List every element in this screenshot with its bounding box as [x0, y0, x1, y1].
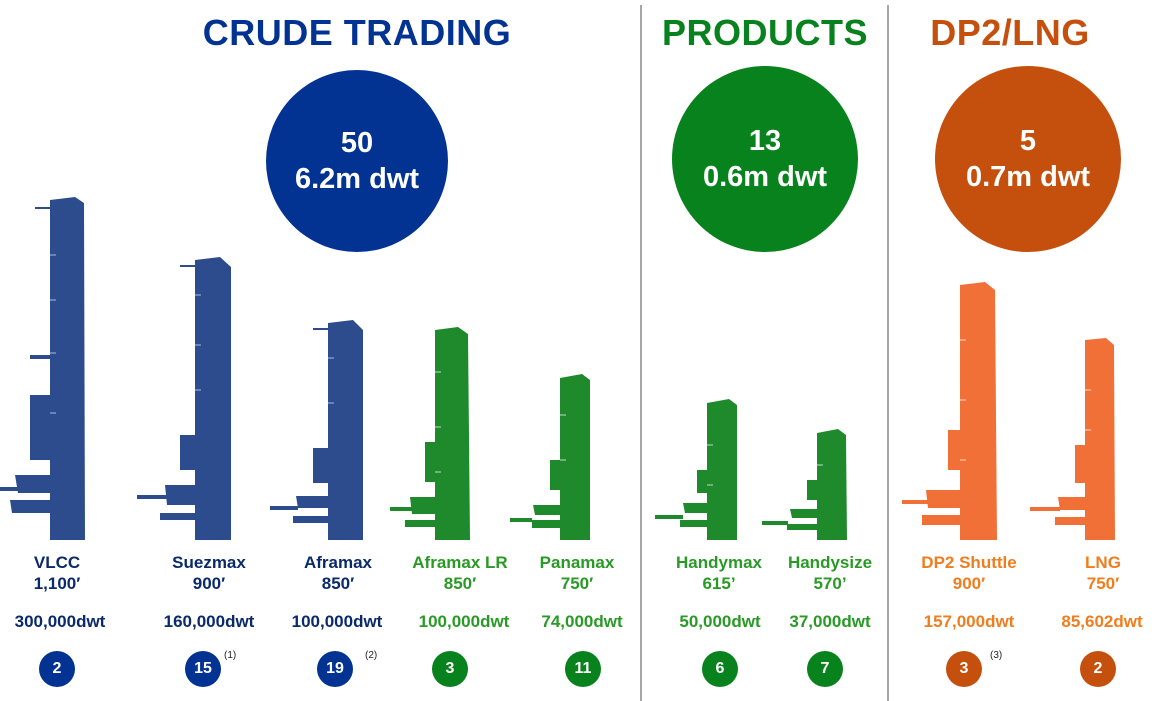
vlcc-ship-icon — [0, 197, 85, 540]
vessel-name: Panamax — [539, 553, 615, 572]
suezmax-ship-icon — [137, 257, 231, 540]
aframax-lr-ship-icon — [390, 327, 470, 540]
vessel-length: 850′ — [443, 574, 477, 593]
section-divider — [887, 5, 889, 701]
panamax-ship-icon — [510, 374, 590, 540]
lng-fleet-count: 5 — [1019, 125, 1037, 157]
vessel-name: Handymax — [676, 553, 762, 572]
vessel-name: VLCC — [33, 553, 81, 572]
section-title-crude: CRUDE TRADING — [202, 12, 512, 53]
vessel-label-handymax: Handymax 615’ — [649, 552, 789, 594]
vessel-dwt: 100,000dwt — [291, 612, 383, 631]
vessel-length: 750′ — [1086, 574, 1120, 593]
handymax-ship-icon — [655, 399, 737, 540]
vessel-count-badge: 11 — [565, 651, 601, 687]
vessel-label-suezmax: Suezmax 900′ — [139, 552, 279, 594]
vessel-length: 1,100′ — [33, 574, 81, 593]
vessel-dwt: 300,000dwt — [14, 612, 106, 631]
vessel-count-badge: 6 — [702, 651, 738, 687]
vessel-length: 570’ — [813, 574, 847, 593]
products-summary-circle: 13 0.6m dwt — [672, 66, 858, 252]
lng-summary-circle: 5 0.7m dwt — [935, 66, 1121, 252]
vessel-name: Handysize — [787, 553, 873, 572]
vessel-label-aframax: Aframax 850′ — [268, 552, 408, 594]
vessel-dwt: 100,000dwt — [418, 612, 510, 631]
vessel-dwt: 157,000dwt — [923, 612, 1015, 631]
vessel-length: 900′ — [192, 574, 226, 593]
crude-fleet-dwt: 6.2m dwt — [294, 163, 420, 195]
vessel-length: 615’ — [702, 574, 736, 593]
footnote-marker: (3) — [990, 650, 1003, 661]
footnote-marker: (2) — [365, 650, 378, 661]
vessel-name: Suezmax — [172, 553, 246, 572]
vessel-count-badge: 19 — [317, 651, 353, 687]
vessel-dwt: 85,602dwt — [1061, 612, 1143, 631]
vessel-count-badge: 3 — [946, 651, 982, 687]
vessel-count-badge: 2 — [39, 651, 75, 687]
vessel-label-vlcc: VLCC 1,100′ — [0, 552, 127, 594]
aframax-ship-icon — [270, 320, 363, 540]
footnote-marker: (1) — [224, 650, 237, 661]
section-divider — [640, 5, 642, 701]
vessel-dwt: 50,000dwt — [679, 612, 761, 631]
vessel-dwt: 74,000dwt — [541, 612, 623, 631]
vessel-length: 900′ — [952, 574, 986, 593]
lng-ship-icon — [1030, 338, 1115, 540]
crude-fleet-count: 50 — [340, 127, 374, 159]
vessel-length: 750′ — [560, 574, 594, 593]
vessel-name: DP2 Shuttle — [921, 553, 1017, 572]
vessel-label-panamax: Panamax 750′ — [507, 552, 647, 594]
vessel-label-lng: LNG 750′ — [1033, 552, 1163, 594]
crude-summary-circle: 50 6.2m dwt — [266, 70, 448, 252]
vessel-label-dp2-shuttle: DP2 Shuttle 900′ — [899, 552, 1039, 594]
handysize-ship-icon — [762, 429, 847, 540]
vessel-count-badge: 7 — [807, 651, 843, 687]
vessel-count-badge: 15 — [185, 651, 221, 687]
vessel-dwt: 160,000dwt — [163, 612, 255, 631]
section-title-products: PRODUCTS — [661, 12, 868, 53]
section-title-lng: DP2/LNG — [930, 12, 1090, 53]
lng-fleet-dwt: 0.7m dwt — [965, 161, 1091, 193]
dp2-shuttle-ship-icon — [902, 282, 997, 540]
vessel-count-badge: 2 — [1080, 651, 1116, 687]
vessel-label-aframax-lr: Aframax LR 850′ — [390, 552, 530, 594]
vessel-count-badge: 3 — [432, 651, 468, 687]
products-fleet-count: 13 — [748, 125, 782, 157]
vessel-name: Aframax — [303, 553, 373, 572]
vessel-name: Aframax LR — [412, 553, 508, 572]
vessel-length: 850′ — [321, 574, 355, 593]
products-fleet-dwt: 0.6m dwt — [702, 161, 828, 193]
vessel-name: LNG — [1085, 553, 1121, 572]
vessel-dwt: 37,000dwt — [789, 612, 871, 631]
vessel-label-handysize: Handysize 570’ — [760, 552, 900, 594]
